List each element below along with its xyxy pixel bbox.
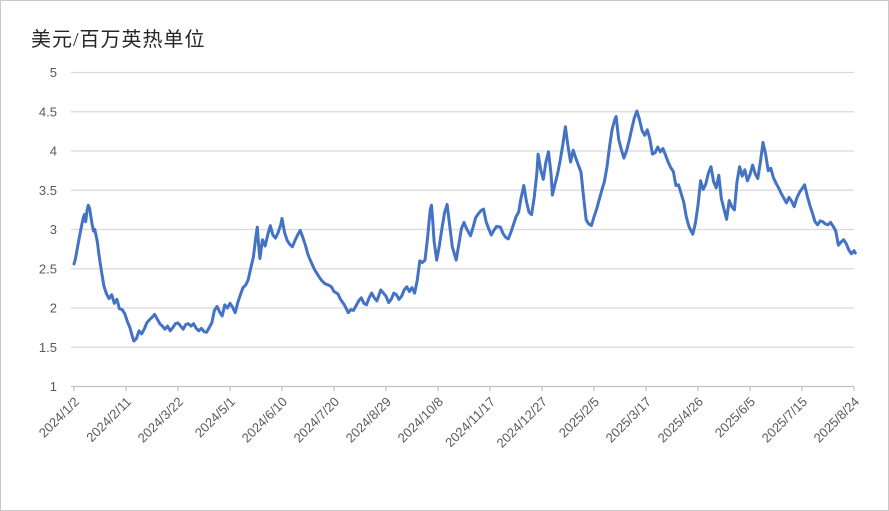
x-tick-label: 2025/3/17: [603, 394, 655, 446]
x-tick-label: 2025/2/5: [556, 394, 602, 440]
y-tick-label: 4.5: [39, 104, 57, 119]
x-tick-label: 2024/11/17: [442, 394, 498, 450]
y-tick-label: 2.5: [39, 261, 57, 276]
y-tick-label: 2: [50, 301, 57, 316]
y-tick-label: 4: [50, 144, 57, 159]
x-tick-label: 2024/3/22: [135, 394, 187, 446]
x-tick-label: 2024/10/8: [395, 394, 447, 446]
y-tick-label: 1.5: [39, 340, 57, 355]
x-tick-label: 2024/12/27: [493, 394, 550, 451]
x-tick-label: 2024/6/10: [239, 394, 291, 446]
x-tick-label: 2024/1/2: [36, 394, 82, 440]
chart-title: 美元/百万英热单位: [31, 29, 206, 51]
price-line: [72, 109, 857, 343]
x-tick-label: 2025/4/26: [655, 394, 707, 446]
x-tick-label: 2025/7/15: [759, 394, 811, 446]
y-tick-label: 3: [50, 222, 57, 237]
y-tick-label: 3.5: [39, 183, 57, 198]
x-tick-label: 2024/2/11: [83, 394, 134, 445]
x-tick-label: 2024/7/20: [291, 394, 343, 446]
y-tick-label: 5: [50, 65, 57, 80]
x-tick-label: 2024/8/29: [343, 394, 395, 446]
y-tick-label: 1: [50, 379, 57, 394]
x-tick-label: 2024/5/1: [192, 394, 238, 440]
x-tick-label: 2025/6/5: [712, 394, 758, 440]
x-tick-label: 2025/8/24: [811, 394, 863, 446]
